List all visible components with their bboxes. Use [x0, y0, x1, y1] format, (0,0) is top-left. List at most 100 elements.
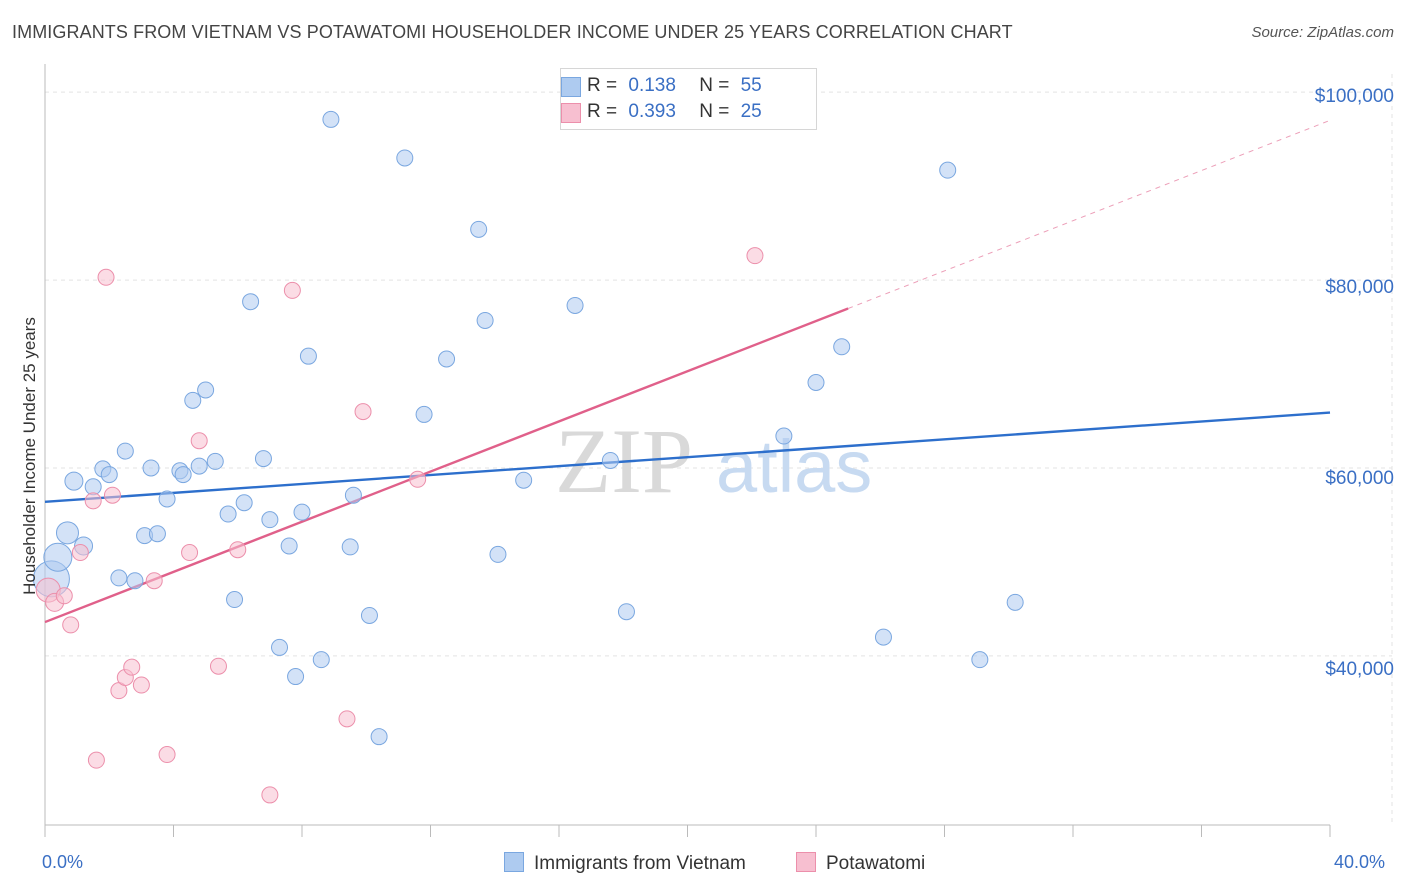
legend-r-label: R = — [587, 75, 618, 96]
data-point-vietnam — [322, 110, 340, 128]
legend-row-vietnam: R = 0.138 N = 55 — [561, 75, 762, 99]
data-point-vietnam — [874, 628, 892, 646]
data-point-vietnam — [476, 311, 494, 329]
data-point-vietnam — [43, 542, 73, 572]
data-point-vietnam — [341, 538, 359, 556]
y-tick-label: $60,000 — [1325, 468, 1394, 489]
data-point-vietnam — [438, 350, 456, 368]
data-point-potawatomi — [97, 268, 115, 286]
legend-n-label: N = — [699, 75, 730, 96]
data-point-vietnam — [566, 296, 584, 314]
data-point-vietnam — [971, 651, 989, 669]
data-point-potawatomi — [62, 616, 80, 634]
data-point-potawatomi — [209, 657, 227, 675]
data-point-potawatomi — [145, 572, 163, 590]
data-point-vietnam — [360, 606, 378, 624]
trend-lines — [44, 119, 1331, 624]
data-points — [32, 110, 1024, 804]
trend-line-pink — [44, 307, 849, 624]
watermark-atlas: atlas — [716, 425, 872, 508]
data-point-vietnam — [254, 450, 272, 468]
legend-r-value: 0.138 — [628, 75, 676, 96]
y-axis-label: Householder Income Under 25 years — [20, 317, 39, 595]
data-point-vietnam — [55, 521, 79, 545]
trend-line-blue — [44, 411, 1331, 504]
data-point-vietnam — [100, 466, 118, 484]
data-point-potawatomi — [229, 541, 247, 559]
data-point-vietnam — [344, 486, 362, 504]
legend-label-potawatomi: Potawatomi — [826, 853, 926, 874]
data-point-vietnam — [261, 511, 279, 529]
data-point-potawatomi — [71, 544, 89, 562]
data-point-vietnam — [148, 525, 166, 543]
y-tick-label: $40,000 — [1325, 659, 1394, 680]
data-point-potawatomi — [181, 544, 199, 562]
data-point-potawatomi — [123, 658, 141, 676]
x-tick-label-min: 0.0% — [42, 852, 84, 872]
data-point-vietnam — [1006, 593, 1024, 611]
data-point-vietnam — [174, 466, 192, 484]
data-point-vietnam — [190, 457, 208, 475]
data-point-vietnam — [312, 651, 330, 669]
data-point-vietnam — [197, 381, 215, 399]
data-point-vietnam — [807, 373, 825, 391]
legend-swatch-vietnam — [561, 77, 581, 97]
data-point-potawatomi — [158, 746, 176, 764]
data-point-vietnam — [184, 391, 202, 409]
legend-swatch-potawatomi — [561, 103, 581, 123]
legend-r-value: 0.393 — [628, 101, 676, 122]
data-point-potawatomi — [261, 786, 279, 804]
legend-n-value: 55 — [740, 75, 762, 96]
data-point-potawatomi — [87, 751, 105, 769]
grid-lines — [45, 74, 1393, 825]
legend-row-potawatomi: R = 0.393 N = 25 — [561, 101, 762, 125]
data-point-vietnam — [833, 338, 851, 356]
data-point-vietnam — [601, 451, 619, 469]
data-point-vietnam — [158, 490, 176, 508]
data-point-vietnam — [126, 572, 144, 590]
correlation-legend: R = 0.138 N = 55 R = 0.393 N = 25 — [560, 68, 817, 130]
y-tick-label: $100,000 — [1314, 86, 1394, 107]
legend-r-label: R = — [587, 101, 618, 122]
data-point-vietnam — [242, 293, 260, 311]
source-label: Source: ZipAtlas.com — [1251, 24, 1394, 41]
legend-n-label: N = — [699, 101, 730, 122]
data-point-potawatomi — [103, 486, 121, 504]
legend-label-vietnam: Immigrants from Vietnam — [534, 853, 746, 874]
data-point-vietnam — [617, 603, 635, 621]
data-point-vietnam — [235, 494, 253, 512]
x-tick-label-max: 40.0% — [1334, 852, 1386, 872]
legend-n-value: 25 — [740, 101, 762, 122]
data-point-vietnam — [280, 537, 298, 555]
data-point-vietnam — [142, 459, 160, 477]
legend-swatch-vietnam — [504, 852, 524, 872]
data-point-vietnam — [396, 149, 414, 167]
data-point-vietnam — [775, 427, 793, 445]
data-point-potawatomi — [283, 281, 301, 299]
data-point-vietnam — [370, 728, 388, 746]
bottom-legend-vietnam: Immigrants from Vietnam — [504, 852, 746, 875]
data-point-vietnam — [64, 471, 84, 491]
data-point-potawatomi — [55, 587, 73, 605]
data-point-vietnam — [299, 347, 317, 365]
trend-line-extension-pink — [847, 119, 1331, 309]
data-point-potawatomi — [746, 247, 764, 265]
data-point-potawatomi — [409, 470, 427, 488]
data-point-vietnam — [470, 220, 488, 238]
data-point-vietnam — [219, 505, 237, 523]
data-point-vietnam — [206, 452, 224, 470]
data-point-vietnam — [271, 638, 289, 656]
data-point-vietnam — [293, 503, 311, 521]
data-point-potawatomi — [354, 403, 372, 421]
data-point-potawatomi — [338, 710, 356, 728]
data-point-potawatomi — [132, 676, 150, 694]
data-point-vietnam — [287, 668, 305, 686]
data-point-vietnam — [226, 591, 244, 609]
data-point-vietnam — [489, 545, 507, 563]
axes — [44, 64, 1331, 837]
data-point-vietnam — [939, 161, 957, 179]
data-point-potawatomi — [190, 432, 208, 450]
data-point-vietnam — [415, 405, 433, 423]
data-point-vietnam — [116, 442, 134, 460]
